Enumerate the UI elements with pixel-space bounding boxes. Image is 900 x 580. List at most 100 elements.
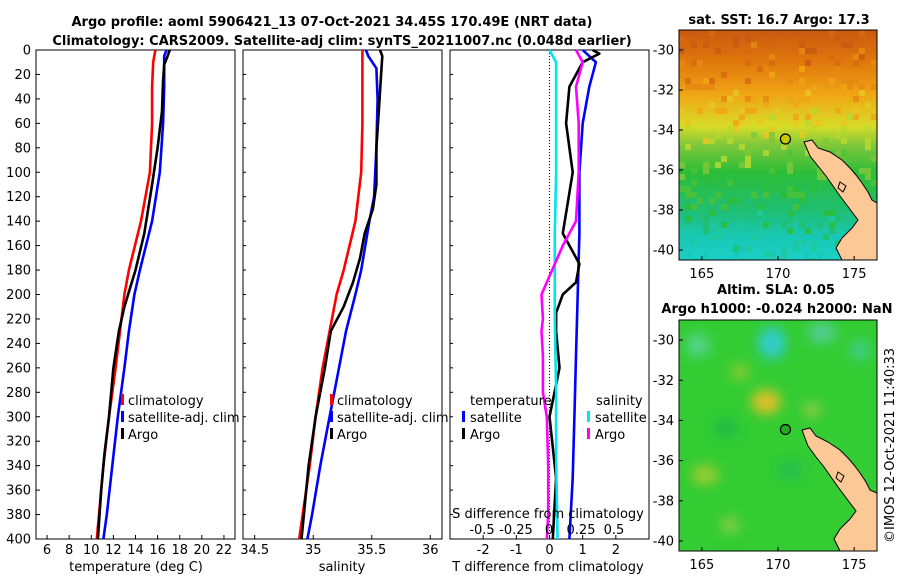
sst-pixel: [727, 96, 733, 102]
sst-pixel: [769, 72, 775, 78]
x-tick-label: 18: [171, 543, 188, 558]
sst-pixel: [859, 84, 865, 90]
sst-pixel: [775, 30, 781, 36]
sst-pixel: [787, 96, 793, 102]
sst-pixel: [811, 246, 817, 252]
sst-pixel: [751, 42, 757, 48]
sst-pixel: [757, 120, 763, 126]
depth-tick-label: 60: [14, 117, 31, 132]
salinity-legend: climatology satellite-adj. clim Argo: [330, 394, 449, 443]
legend-swatch-t-argo: [462, 428, 465, 439]
sst-pixel: [733, 246, 739, 252]
sst-pixel: [751, 234, 757, 240]
sst-pixel: [865, 72, 871, 78]
depth-tick-label: 0: [23, 44, 31, 59]
s-tick-label: 0.5: [604, 523, 625, 538]
lon-tick-label: 165: [689, 558, 714, 573]
sst-pixel: [709, 234, 715, 240]
sst-pixel: [835, 216, 841, 222]
x-tick-label: 10: [83, 543, 100, 558]
sst-pixel: [835, 72, 841, 78]
sst-pixel: [871, 60, 877, 66]
sst-pixel: [805, 48, 811, 54]
sst-pixel: [733, 144, 739, 150]
sst-pixel: [715, 48, 721, 54]
depth-tick-label: 320: [6, 435, 31, 450]
sst-pixel: [709, 222, 715, 228]
sst-pixel: [703, 174, 709, 180]
sst-pixel: [733, 90, 739, 96]
sst-pixel: [793, 204, 799, 210]
difference-x-axis: -2 -1 0 1 2: [450, 49, 620, 558]
sst-pixel: [865, 144, 871, 150]
sst-pixel: [853, 78, 859, 84]
sst-pixel: [823, 174, 829, 180]
sst-pixel: [721, 96, 727, 102]
depth-tick-label: 220: [6, 312, 31, 327]
sla-blob: [691, 465, 719, 485]
sst-pixel: [811, 120, 817, 126]
legend-label-t-argo: Argo: [470, 428, 500, 443]
sst-pixel: [757, 210, 763, 216]
s-tick-label: -0.5: [469, 523, 494, 538]
sst-pixel: [751, 192, 757, 198]
sst-pixel: [739, 246, 745, 252]
sst-pixel: [703, 228, 709, 234]
series-line-s-satellite: [548, 49, 559, 540]
sst-pixel: [763, 102, 769, 108]
sst-pixel: [745, 150, 751, 156]
series-line-s-argo: [540, 49, 585, 540]
sst-pixel: [763, 66, 769, 72]
temperature-x-axis: 6 8 10 12 14 16 18 20 22: [43, 535, 232, 558]
sst-pixel: [679, 186, 685, 192]
difference-x-label: T difference from climatology: [451, 560, 644, 575]
legend-swatch-s-satellite: [587, 411, 590, 422]
salinity-axes-frame: [242, 49, 443, 540]
sst-pixel: [781, 222, 787, 228]
sst-pixel: [763, 222, 769, 228]
temperature-panel: 0 20 40 60 80 100 120 140 160 180 200 220 240 260 280 3…: [6, 44, 239, 576]
sst-pixel: [679, 36, 685, 42]
sst-pixel: [793, 120, 799, 126]
sst-pixel: [727, 126, 733, 132]
sst-pixel: [817, 168, 823, 174]
sst-pixel: [691, 228, 697, 234]
sst-pixel: [811, 186, 817, 192]
sst-pixel: [745, 60, 751, 66]
x-tick-label: 35.5: [357, 543, 386, 558]
temperature-legend: climatology satellite-adj. clim Argo: [121, 394, 240, 443]
sst-pixel: [811, 84, 817, 90]
sst-pixel: [709, 84, 715, 90]
sst-pixel: [751, 132, 757, 138]
sst-pixel: [787, 162, 793, 168]
sst-pixel: [769, 252, 775, 258]
sst-pixel: [745, 48, 751, 54]
sst-pixel: [865, 102, 871, 108]
sst-pixel: [763, 96, 769, 102]
sst-pixel: [739, 114, 745, 120]
sst-pixel: [805, 90, 811, 96]
temperature-x-label: temperature (deg C): [69, 560, 203, 575]
series-line-argo: [96, 49, 172, 540]
sst-pixel: [685, 216, 691, 222]
sst-pixel: [721, 222, 727, 228]
sst-pixel: [793, 102, 799, 108]
sst-pixel: [703, 252, 709, 258]
sst-pixel: [793, 246, 799, 252]
sst-pixel: [691, 198, 697, 204]
sst-pixel: [679, 162, 685, 168]
sst-pixel: [769, 132, 775, 138]
argo-position-marker: [779, 423, 792, 436]
sst-pixel: [715, 162, 721, 168]
sst-pixel: [685, 120, 691, 126]
sst-pixel: [751, 96, 757, 102]
sst-pixel: [685, 126, 691, 132]
sst-pixel: [835, 108, 841, 114]
sst-pixel: [763, 186, 769, 192]
x-tick-label: 1: [579, 543, 587, 558]
sst-pixel: [805, 258, 811, 260]
sst-pixel: [769, 114, 775, 120]
sst-pixel: [745, 30, 751, 36]
sst-pixel: [691, 258, 697, 260]
